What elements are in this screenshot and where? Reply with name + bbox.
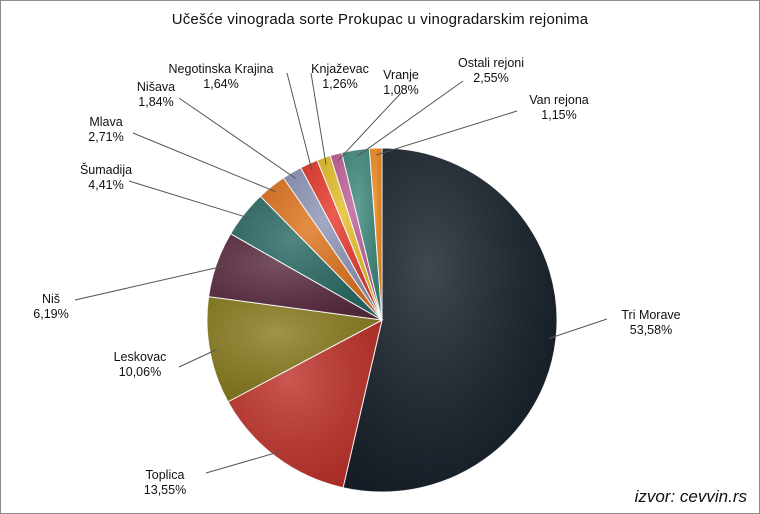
leader-line-7: [286, 72, 313, 171]
slice-name-label-1: Toplica: [146, 468, 185, 482]
pie-slice-shade-9: [330, 152, 382, 320]
pie-slice-shade-5: [260, 177, 382, 320]
pie-slice-shade-2: [206, 296, 382, 402]
pie-slice-shade-7: [300, 160, 382, 320]
leader-line-10: [356, 80, 464, 158]
slice-name-label-10: Ostali rejoni: [458, 56, 524, 70]
leader-line-2: [178, 349, 217, 368]
leader-line-8: [310, 72, 327, 165]
slice-name-label-8: Knjaževac: [311, 62, 369, 76]
slice-value-label-8: 1,26%: [322, 77, 357, 91]
slice-value-label-5: 2,71%: [88, 130, 123, 144]
slice-name-label-9: Vranje: [383, 68, 419, 82]
leader-line-1: [205, 451, 281, 474]
slice-value-label-10: 2,55%: [473, 71, 508, 85]
slice-name-label-5: Mlava: [89, 115, 122, 129]
slice-name-label-6: Nišava: [137, 80, 175, 94]
slice-value-label-4: 4,41%: [88, 178, 123, 192]
leader-line-11: [375, 110, 518, 156]
slice-value-label-9: 1,08%: [383, 83, 418, 97]
slice-value-label-3: 6,19%: [33, 307, 68, 321]
slice-value-label-0: 53,58%: [630, 323, 672, 337]
pie-slice-shade-3: [208, 233, 382, 320]
pie-slice-shade-0: [343, 148, 558, 493]
slice-name-label-0: Tri Morave: [621, 308, 680, 322]
slice-name-label-4: Šumadija: [80, 162, 132, 177]
pie-slice-shade-8: [317, 155, 382, 320]
chart-title: Učešće vinograda sorte Prokupac u vinogr…: [171, 11, 589, 28]
slice-name-label-3: Niš: [42, 292, 60, 306]
slice-name-label-7: Negotinska Krajina: [169, 62, 274, 76]
slice-value-label-11: 1,15%: [541, 108, 576, 122]
slice-value-label-2: 10,06%: [119, 365, 161, 379]
slice-value-label-6: 1,84%: [138, 95, 173, 109]
leader-line-6: [178, 97, 296, 179]
slice-value-label-7: 1,64%: [203, 77, 238, 91]
pie-slice-shade-6: [283, 167, 382, 320]
source-note: izvor: cevvin.rs: [634, 487, 747, 506]
slice-value-label-1: 13,55%: [144, 483, 186, 497]
pie-slice-shade-1: [228, 320, 382, 488]
pie-slice-shade-10: [341, 148, 382, 320]
leader-line-5: [132, 132, 277, 193]
leader-line-3: [74, 265, 224, 301]
pie-slice-shade-4: [230, 196, 382, 320]
slice-name-label-11: Van rejona: [529, 93, 589, 107]
slice-name-label-2: Leskovac: [114, 350, 167, 364]
leader-line-4: [128, 180, 250, 219]
leader-line-0: [548, 318, 608, 339]
pie-slice-shade-11: [369, 148, 382, 320]
leader-line-9: [337, 92, 402, 162]
